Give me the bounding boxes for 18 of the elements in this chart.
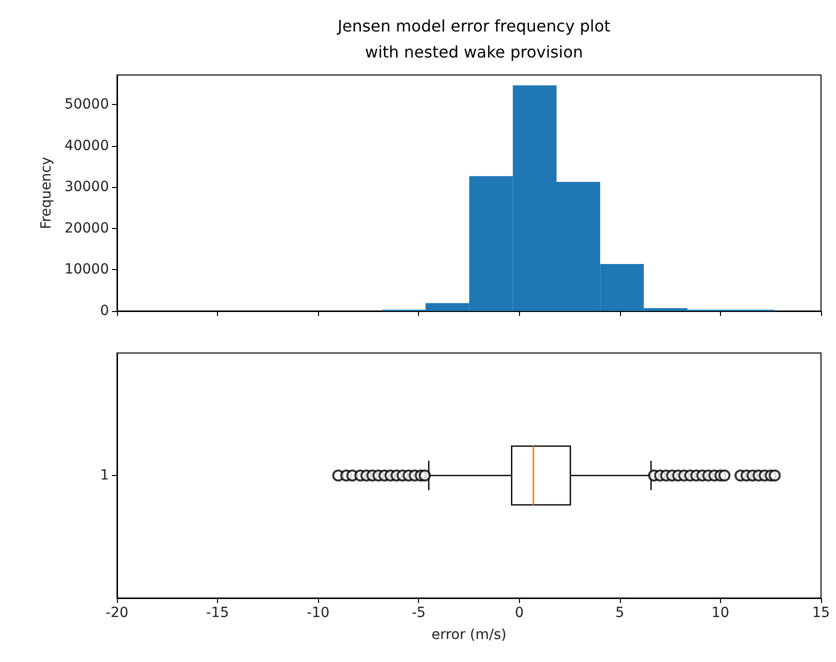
- chart-title: Jensen model error frequency plot with nested wake provision: [336, 16, 610, 62]
- y-tick-label: 30000: [64, 179, 109, 196]
- y-axis-title: Frequency: [38, 156, 55, 230]
- y-tick-label: 0: [100, 303, 109, 319]
- x-tick-label: -15: [206, 605, 230, 621]
- y-tick-label: 1: [100, 468, 109, 484]
- x-tick-label: -5: [412, 605, 426, 621]
- y-tick-label: 50000: [64, 96, 109, 113]
- x-tick-label: 5: [615, 605, 624, 621]
- x-tick-label: -20: [106, 605, 128, 621]
- x-tick-label: 15: [812, 605, 830, 621]
- y-tick-label: 10000: [64, 262, 109, 278]
- x-tick-label: 0: [514, 605, 524, 621]
- y-tick-label: 20000: [64, 220, 109, 236]
- y-tick-label: 40000: [64, 138, 109, 154]
- x-tick-label: -10: [306, 605, 330, 621]
- x-axis-title: error (m/s): [432, 627, 506, 643]
- x-tick-label: 10: [712, 605, 730, 621]
